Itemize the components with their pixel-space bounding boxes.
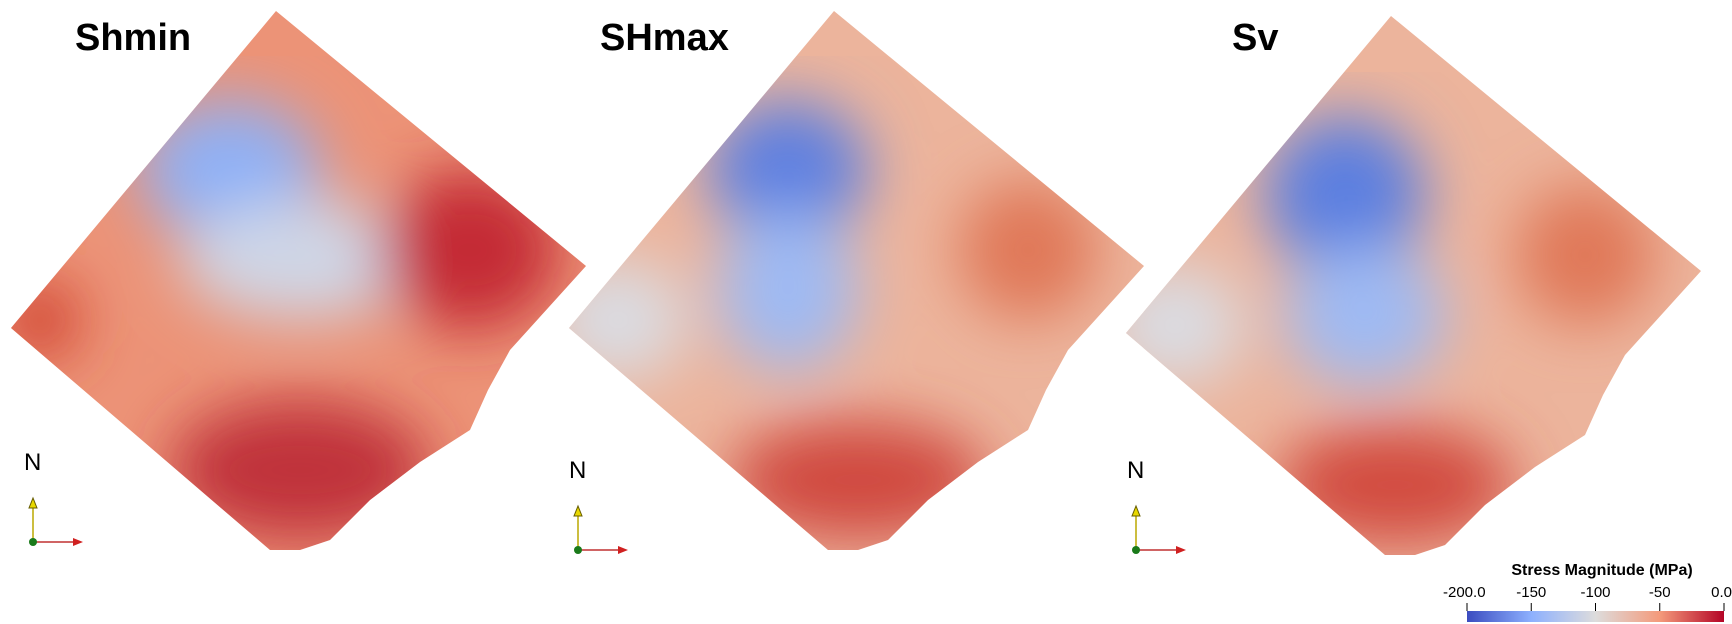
field-blob — [1285, 245, 1445, 385]
colorbar-gradient — [1467, 611, 1724, 622]
colorbar-tick-label: -100 — [1580, 584, 1610, 601]
field-blob — [170, 400, 430, 540]
colorbar-title: Stress Magnitude (MPa) — [1511, 562, 1692, 579]
field-blob — [958, 180, 1098, 320]
colorbar-tick-label: -150 — [1516, 584, 1546, 601]
axis-origin — [574, 546, 582, 554]
stress-panel: SHmax N — [548, 0, 1158, 560]
field-blob — [380, 170, 560, 330]
axis-y-arrow — [1132, 506, 1140, 516]
axis-x-arrow — [1176, 546, 1186, 554]
panel-title: SHmax — [600, 17, 729, 59]
north-label: N — [1127, 457, 1144, 484]
panel-title: Sv — [1232, 17, 1278, 59]
field-blob — [1275, 425, 1515, 545]
colorbar: Stress Magnitude (MPa) -200.0 -150 -100 -50… — [1443, 562, 1732, 622]
axis-origin — [29, 538, 37, 546]
field-blob — [1515, 185, 1655, 325]
mesh-field — [1105, 5, 1715, 565]
field-blob — [0, 280, 80, 360]
axis-origin — [1132, 546, 1140, 554]
north-label: N — [569, 457, 586, 484]
stress-panel: Shmin N — [0, 0, 600, 560]
field-blob — [718, 210, 858, 370]
stress-panel: Sv N — [1105, 5, 1715, 565]
axis-x-arrow — [73, 538, 83, 546]
axis-y-arrow — [574, 506, 582, 516]
colorbar-tick-label: -200.0 — [1443, 584, 1486, 601]
colorbar-tick-label: 0.0 — [1711, 584, 1732, 601]
axis-y-arrow — [29, 498, 37, 508]
colorbar-tick-label: -50 — [1649, 584, 1671, 601]
panel-title: Shmin — [75, 17, 191, 59]
axis-x-arrow — [618, 546, 628, 554]
screenshot: Shmin N SHmax N Sv N Stress Magnitude (MPa) -… — [0, 0, 1732, 624]
mesh-field — [548, 0, 1158, 560]
mesh-field — [0, 0, 600, 560]
north-label: N — [24, 449, 41, 476]
field-blob — [728, 420, 988, 540]
